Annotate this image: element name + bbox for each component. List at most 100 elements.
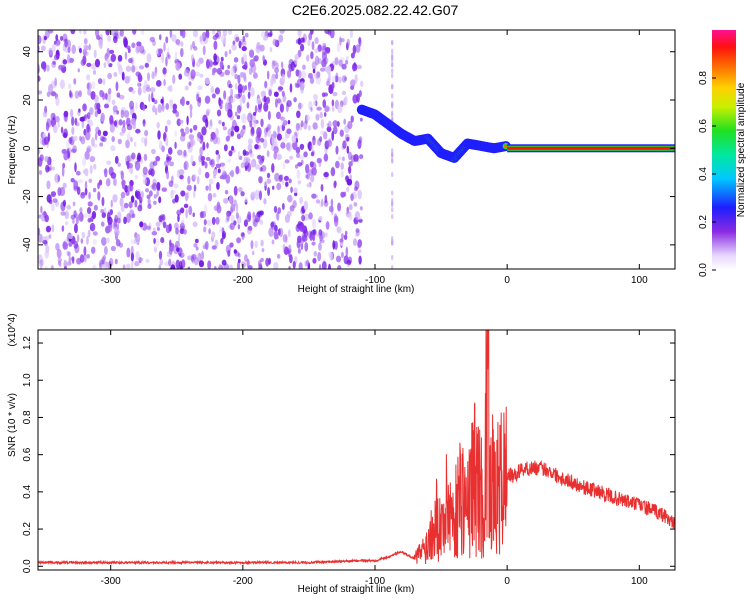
noise-mark bbox=[83, 246, 87, 256]
noise-mark bbox=[263, 36, 268, 41]
noise-mark bbox=[346, 260, 352, 265]
noise-mark bbox=[62, 199, 67, 207]
noise-mark bbox=[121, 179, 126, 190]
noise-mark bbox=[198, 155, 201, 166]
noise-mark bbox=[307, 142, 311, 150]
noise-mark bbox=[269, 46, 273, 53]
noise-mark bbox=[390, 148, 394, 154]
noise-mark bbox=[334, 240, 338, 250]
noise-mark bbox=[153, 246, 157, 253]
noise-mark bbox=[236, 237, 242, 244]
noise-mark bbox=[188, 81, 192, 86]
noise-mark bbox=[211, 30, 216, 35]
noise-mark bbox=[169, 239, 172, 247]
noise-mark bbox=[348, 204, 353, 211]
noise-mark bbox=[110, 245, 116, 252]
noise-mark bbox=[77, 178, 84, 184]
noise-mark bbox=[170, 189, 174, 199]
noise-mark bbox=[222, 126, 227, 131]
noise-mark bbox=[178, 169, 185, 176]
noise-mark bbox=[55, 34, 59, 42]
noise-mark bbox=[286, 128, 292, 135]
noise-mark bbox=[79, 254, 85, 263]
noise-mark bbox=[326, 65, 332, 75]
noise-mark bbox=[126, 160, 130, 170]
noise-mark bbox=[317, 251, 322, 262]
noise-mark bbox=[52, 198, 58, 203]
noise-mark bbox=[57, 187, 62, 197]
noise-mark bbox=[205, 185, 209, 191]
noise-mark bbox=[162, 221, 167, 229]
noise-mark bbox=[158, 250, 163, 260]
noise-mark bbox=[237, 151, 241, 158]
noise-mark bbox=[339, 36, 342, 46]
noise-mark bbox=[147, 198, 151, 206]
noise-mark bbox=[114, 155, 119, 164]
noise-mark bbox=[107, 222, 113, 233]
noise-mark bbox=[62, 241, 68, 250]
noise-mark bbox=[304, 213, 310, 221]
noise-mark bbox=[112, 110, 118, 115]
noise-mark bbox=[247, 225, 253, 231]
noise-mark bbox=[299, 196, 303, 205]
noise-mark bbox=[317, 44, 322, 52]
noise-mark bbox=[390, 207, 394, 213]
noise-mark bbox=[63, 151, 69, 161]
noise-mark bbox=[228, 30, 233, 35]
noise-mark bbox=[286, 142, 293, 152]
noise-mark bbox=[176, 247, 180, 252]
noise-mark bbox=[209, 60, 214, 68]
noise-mark bbox=[294, 164, 299, 169]
noise-mark bbox=[320, 183, 324, 192]
noise-mark bbox=[130, 252, 135, 262]
noise-mark bbox=[145, 258, 150, 263]
noise-mark bbox=[264, 80, 268, 89]
bottom-y-tick-label: 0.6 bbox=[22, 447, 33, 461]
noise-mark bbox=[101, 236, 107, 246]
noise-mark bbox=[266, 172, 271, 179]
top-y-tick-label: 0 bbox=[22, 145, 33, 151]
noise-mark bbox=[135, 65, 138, 71]
noise-mark bbox=[185, 208, 188, 219]
noise-mark bbox=[278, 86, 284, 91]
noise-mark bbox=[232, 40, 236, 46]
noise-mark bbox=[236, 105, 242, 114]
noise-mark bbox=[50, 91, 57, 97]
noise-mark bbox=[212, 193, 217, 198]
noise-mark bbox=[299, 155, 305, 160]
noise-mark bbox=[86, 82, 92, 91]
noise-mark bbox=[359, 206, 363, 211]
noise-mark bbox=[140, 136, 145, 144]
noise-mark bbox=[113, 178, 117, 187]
noise-mark bbox=[204, 240, 209, 250]
noise-mark bbox=[42, 111, 48, 118]
noise-mark bbox=[44, 155, 49, 163]
noise-mark bbox=[46, 64, 50, 72]
noise-mark bbox=[122, 264, 126, 269]
noise-mark bbox=[233, 185, 238, 196]
noise-mark bbox=[209, 119, 213, 127]
bottom-y-tick-label: 0.0 bbox=[22, 559, 33, 573]
noise-mark bbox=[260, 118, 264, 128]
noise-mark bbox=[313, 250, 318, 257]
noise-mark bbox=[215, 163, 222, 169]
noise-mark bbox=[298, 262, 303, 269]
noise-mark bbox=[281, 202, 285, 211]
noise-mark bbox=[390, 151, 394, 157]
noise-mark bbox=[104, 92, 108, 100]
noise-mark bbox=[353, 154, 359, 162]
noise-mark bbox=[113, 32, 119, 40]
noise-mark bbox=[151, 97, 155, 103]
noise-mark bbox=[53, 54, 60, 61]
noise-mark bbox=[308, 169, 313, 176]
noise-mark bbox=[155, 155, 161, 162]
noise-mark bbox=[274, 67, 279, 74]
noise-mark bbox=[51, 224, 55, 233]
noise-mark bbox=[261, 155, 265, 161]
noise-mark bbox=[337, 104, 343, 114]
noise-mark bbox=[73, 135, 78, 142]
noise-mark bbox=[137, 74, 143, 83]
noise-mark bbox=[94, 110, 98, 118]
noise-mark bbox=[228, 83, 233, 89]
noise-mark bbox=[70, 214, 76, 220]
